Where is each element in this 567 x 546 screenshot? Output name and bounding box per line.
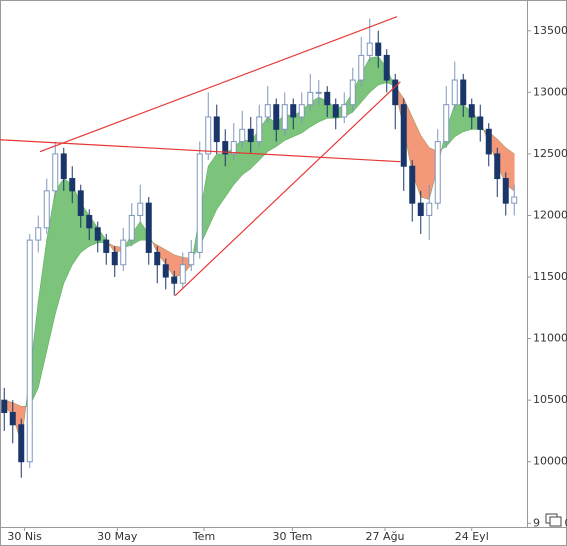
candle-body bbox=[358, 54, 365, 81]
candle-body bbox=[137, 202, 144, 216]
candle-body bbox=[154, 251, 161, 266]
candle-body bbox=[196, 153, 203, 253]
candle-body bbox=[383, 54, 390, 81]
candle-body bbox=[86, 214, 93, 229]
trend-line bbox=[39, 16, 398, 153]
candle-body bbox=[443, 104, 450, 143]
candle-body bbox=[171, 276, 178, 284]
candle-body bbox=[162, 264, 169, 278]
candle-body bbox=[77, 190, 84, 216]
candle-body bbox=[222, 141, 229, 155]
candle-body bbox=[494, 153, 501, 180]
candle-body bbox=[332, 104, 339, 118]
candle-body bbox=[69, 178, 76, 192]
candle-body bbox=[366, 42, 373, 56]
candle-body bbox=[307, 91, 314, 106]
candle-body bbox=[468, 104, 475, 118]
y-tick-label: 13000.0 bbox=[533, 85, 567, 98]
candle-body bbox=[264, 104, 271, 118]
candle-body bbox=[60, 153, 67, 180]
candle-body bbox=[256, 116, 263, 143]
candle-body bbox=[511, 196, 518, 204]
candle-body bbox=[485, 128, 492, 155]
candle-body bbox=[26, 239, 33, 463]
candle-body bbox=[52, 153, 59, 192]
candle-body bbox=[349, 79, 356, 106]
candle-body bbox=[9, 411, 16, 426]
x-tick-label: 30 Tem bbox=[272, 530, 312, 543]
candle-body bbox=[324, 91, 331, 106]
candle-body bbox=[315, 91, 322, 94]
candle-body bbox=[434, 141, 441, 204]
candle-body bbox=[18, 424, 25, 463]
y-tick-label: 11000.0 bbox=[533, 332, 567, 345]
plot-area bbox=[0, 16, 518, 478]
candle-body bbox=[128, 214, 135, 241]
candle-body bbox=[103, 239, 110, 253]
candle-body bbox=[120, 239, 127, 266]
ribbon-line bbox=[4, 82, 515, 407]
candle-body bbox=[205, 116, 212, 155]
x-tick-label: 30 May bbox=[97, 530, 138, 543]
candle-body bbox=[188, 251, 195, 266]
candle-body bbox=[375, 42, 382, 56]
candle-body bbox=[290, 104, 297, 118]
candle-body bbox=[43, 190, 50, 229]
trend-line bbox=[0, 139, 401, 163]
y-tick-label: 12000.0 bbox=[533, 208, 567, 221]
candle-body bbox=[417, 202, 424, 216]
ribbon-fill bbox=[454, 104, 464, 138]
candle-body bbox=[273, 104, 280, 130]
y-tick-label: 10000.0 bbox=[533, 455, 567, 468]
x-tick-label: 30 Nis bbox=[7, 530, 42, 543]
candle-body bbox=[35, 227, 42, 241]
y-tick-label: 13500.0 bbox=[533, 24, 567, 37]
x-tick-label: 24 Eyl bbox=[455, 530, 489, 543]
y-tick-label: 12500.0 bbox=[533, 147, 567, 160]
candle-body bbox=[247, 128, 254, 143]
x-tick-label: Tem bbox=[192, 530, 215, 543]
trend-line bbox=[174, 81, 401, 297]
candle-body bbox=[298, 104, 305, 118]
candle-body bbox=[400, 104, 407, 167]
candle-body bbox=[341, 104, 348, 118]
y-tick-label: 10500.0 bbox=[533, 393, 567, 406]
candle-body bbox=[426, 202, 433, 216]
candle-body bbox=[281, 104, 288, 130]
candle-body bbox=[451, 79, 458, 106]
candle-body bbox=[94, 227, 101, 241]
candle-body bbox=[502, 178, 509, 204]
candle-body bbox=[213, 116, 220, 143]
settings-icon[interactable] bbox=[540, 511, 565, 527]
candle-body bbox=[1, 399, 8, 413]
candle-body bbox=[179, 264, 186, 284]
y-tick-label: 11500.0 bbox=[533, 270, 567, 283]
candle-body bbox=[460, 79, 467, 106]
candle-body bbox=[477, 116, 484, 130]
candle-body bbox=[409, 165, 416, 204]
icon-frame[interactable] bbox=[549, 516, 562, 527]
candle-body bbox=[239, 128, 246, 143]
x-tick-label: 27 Ağu bbox=[366, 530, 405, 543]
candle-body bbox=[230, 141, 237, 155]
candle-body bbox=[111, 251, 118, 266]
candle-body bbox=[392, 79, 399, 106]
axes: 9500.010000.010500.011000.011500.012000.… bbox=[7, 24, 567, 543]
candle-body bbox=[145, 202, 152, 253]
